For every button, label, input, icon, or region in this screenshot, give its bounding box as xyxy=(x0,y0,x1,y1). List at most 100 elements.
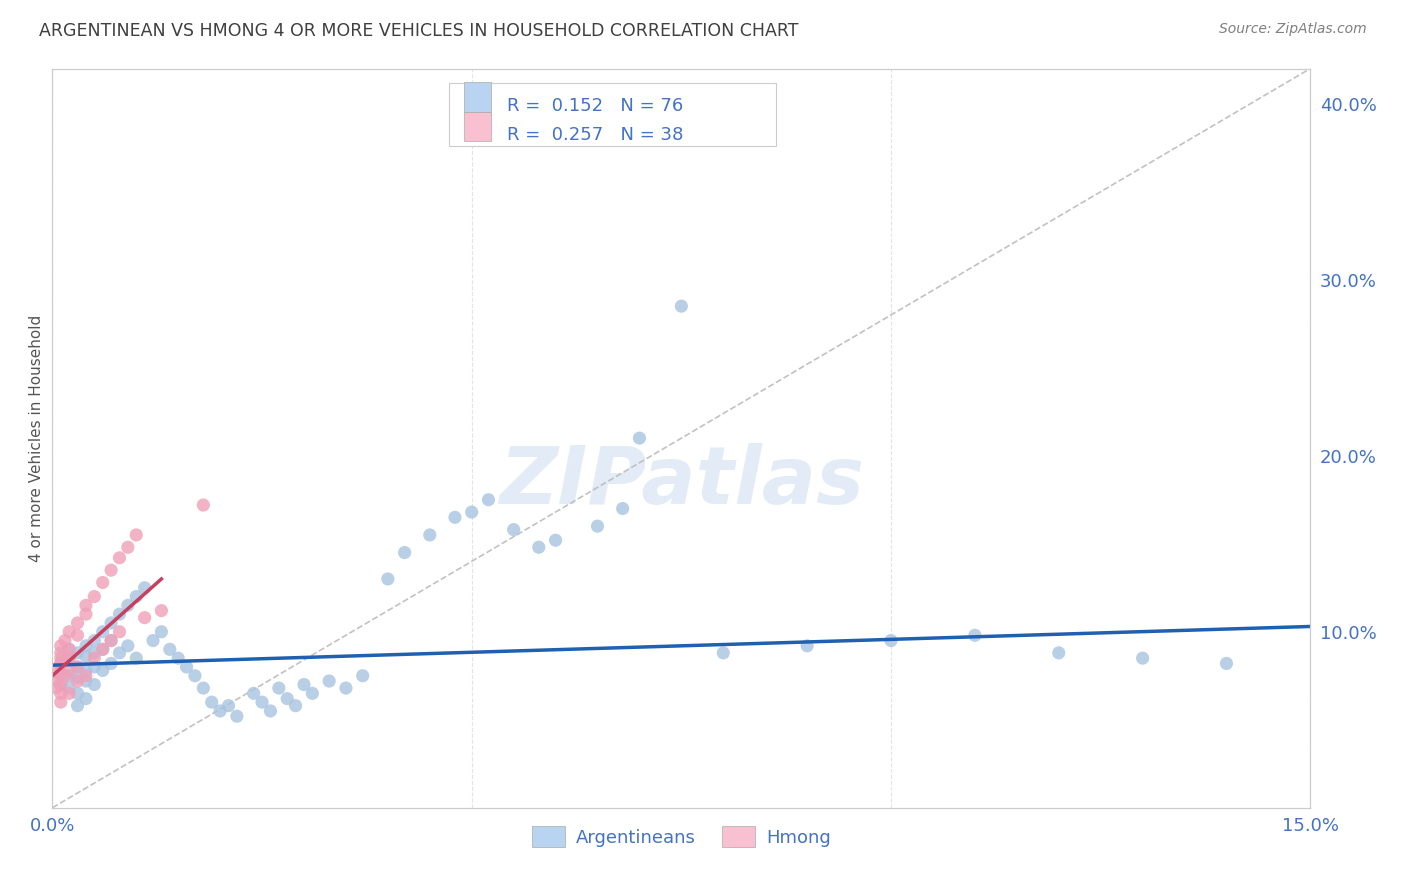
Point xyxy=(75,599,97,613)
Point xyxy=(184,669,207,683)
Point xyxy=(117,639,139,653)
Point xyxy=(159,642,181,657)
Point xyxy=(66,615,89,630)
Text: ARGENTINEAN VS HMONG 4 OR MORE VEHICLES IN HOUSEHOLD CORRELATION CHART: ARGENTINEAN VS HMONG 4 OR MORE VEHICLES … xyxy=(39,22,799,40)
Point xyxy=(250,695,273,709)
Point xyxy=(301,686,323,700)
Point xyxy=(58,651,80,665)
Point xyxy=(48,660,70,674)
Point xyxy=(100,633,122,648)
Point xyxy=(45,673,67,688)
Point xyxy=(142,633,165,648)
Point xyxy=(544,533,567,548)
Point xyxy=(66,628,89,642)
Point xyxy=(75,691,97,706)
Point xyxy=(49,695,72,709)
Point xyxy=(502,523,524,537)
Point xyxy=(193,498,215,512)
Point xyxy=(91,642,114,657)
Point xyxy=(49,639,72,653)
Point xyxy=(83,677,105,691)
Point xyxy=(91,642,114,657)
Point xyxy=(108,646,131,660)
Text: R =  0.152   N = 76: R = 0.152 N = 76 xyxy=(506,97,683,115)
FancyBboxPatch shape xyxy=(449,83,776,146)
Point xyxy=(267,681,290,695)
Point xyxy=(49,677,72,691)
Point xyxy=(628,431,651,445)
Legend: Argentineans, Hmong: Argentineans, Hmong xyxy=(524,819,838,855)
Point xyxy=(75,649,97,664)
Point xyxy=(1047,646,1070,660)
Point xyxy=(218,698,240,713)
Point xyxy=(83,646,105,660)
Point xyxy=(377,572,399,586)
Point xyxy=(209,704,232,718)
FancyBboxPatch shape xyxy=(464,82,492,112)
Point xyxy=(75,607,97,622)
Point xyxy=(963,628,986,642)
Point xyxy=(58,681,80,695)
Text: Source: ZipAtlas.com: Source: ZipAtlas.com xyxy=(1219,22,1367,37)
Text: ZIPatlas: ZIPatlas xyxy=(499,443,863,522)
Point xyxy=(100,615,122,630)
Point xyxy=(477,492,499,507)
Point xyxy=(91,664,114,678)
Point xyxy=(45,681,67,695)
Point xyxy=(66,671,89,685)
Point xyxy=(419,528,441,542)
Point xyxy=(394,545,416,559)
Point xyxy=(134,610,156,624)
Point xyxy=(150,604,173,618)
Point xyxy=(108,607,131,622)
Point xyxy=(117,599,139,613)
Point xyxy=(125,528,148,542)
Point xyxy=(193,681,215,695)
Point xyxy=(796,639,818,653)
Point xyxy=(176,660,198,674)
Point xyxy=(100,633,122,648)
Point xyxy=(66,686,89,700)
Point xyxy=(75,639,97,653)
Point xyxy=(167,651,190,665)
Point xyxy=(49,646,72,660)
Point xyxy=(150,624,173,639)
Point xyxy=(1132,651,1154,665)
Point xyxy=(49,667,72,681)
Point xyxy=(83,660,105,674)
FancyBboxPatch shape xyxy=(464,112,492,141)
Point xyxy=(66,698,89,713)
Point xyxy=(586,519,609,533)
Point xyxy=(117,541,139,555)
Point xyxy=(242,686,264,700)
Point xyxy=(134,581,156,595)
Point xyxy=(335,681,357,695)
Point xyxy=(58,642,80,657)
Point xyxy=(318,673,340,688)
Point xyxy=(83,633,105,648)
Point xyxy=(108,624,131,639)
Point xyxy=(292,677,315,691)
Point xyxy=(225,709,247,723)
Point xyxy=(671,299,693,313)
Point xyxy=(276,691,298,706)
Point xyxy=(75,664,97,678)
Point xyxy=(201,695,224,709)
Point xyxy=(53,633,76,648)
Point xyxy=(48,667,70,681)
Point xyxy=(100,657,122,671)
Point xyxy=(91,575,114,590)
Point xyxy=(49,657,72,671)
Point xyxy=(58,664,80,678)
Point xyxy=(444,510,467,524)
Point xyxy=(460,505,482,519)
Point xyxy=(1215,657,1237,671)
Y-axis label: 4 or more Vehicles in Household: 4 or more Vehicles in Household xyxy=(30,315,44,562)
Point xyxy=(66,646,89,660)
Point xyxy=(125,651,148,665)
Point xyxy=(91,624,114,639)
Point xyxy=(66,660,89,674)
Point xyxy=(108,550,131,565)
Point xyxy=(100,563,122,577)
Text: R =  0.257   N = 38: R = 0.257 N = 38 xyxy=(506,127,683,145)
